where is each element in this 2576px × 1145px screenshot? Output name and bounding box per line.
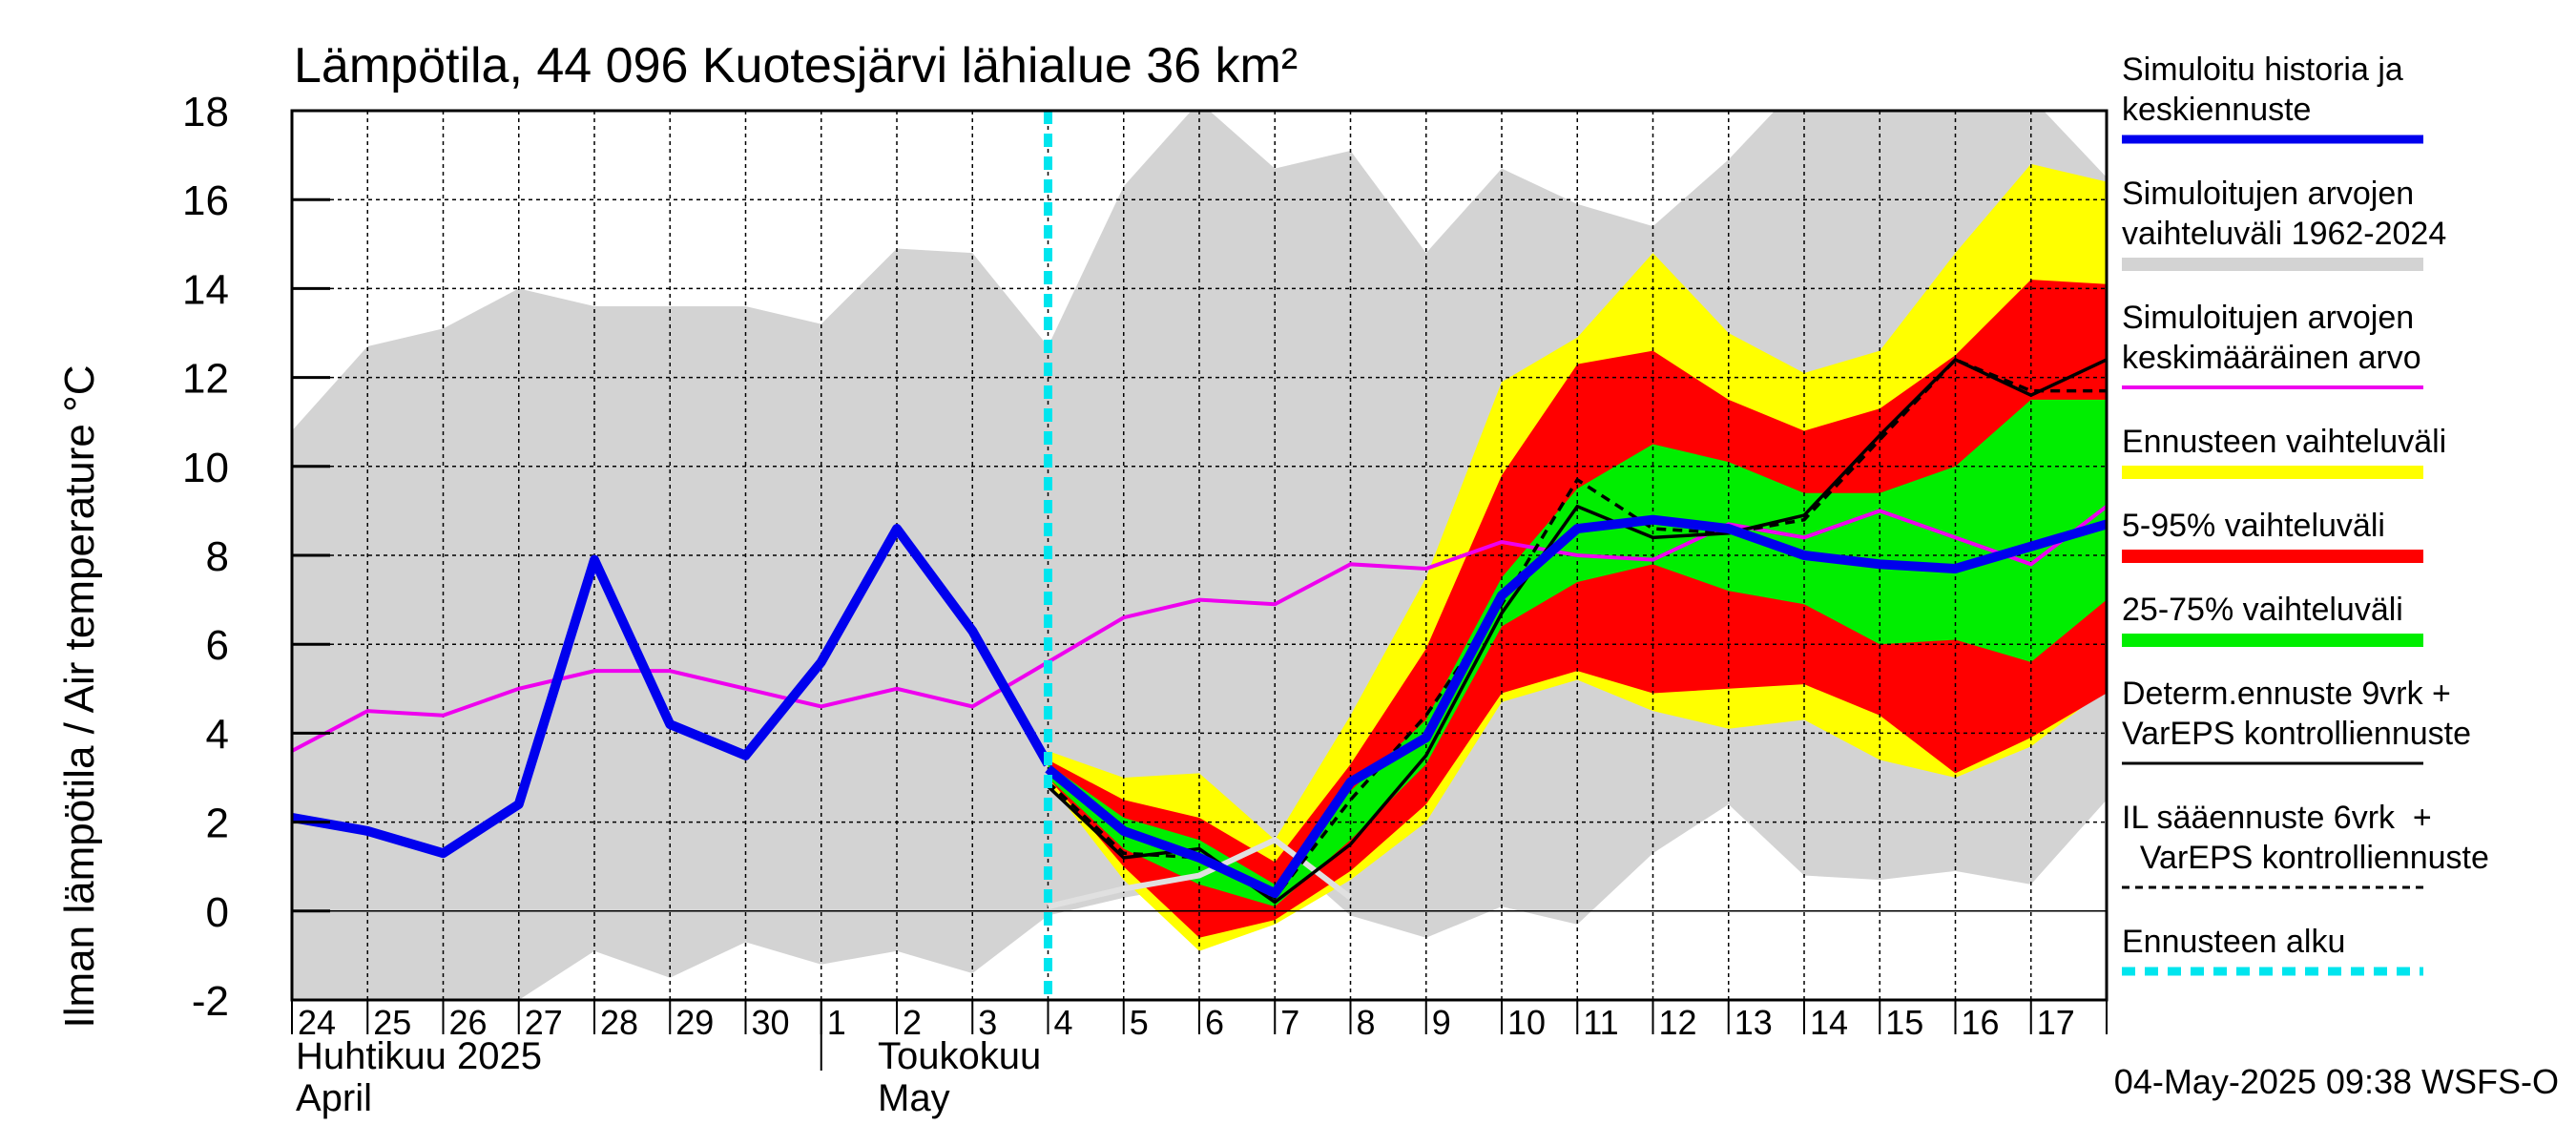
y-tick-label: 12 [182,356,229,403]
y-axis-label: Ilman lämpötila / Air temperature °C [56,365,103,1029]
y-tick-label: 0 [206,889,229,936]
x-tick-label: 8 [1357,1003,1376,1042]
legend-label: keskimääräinen arvo [2122,340,2421,376]
x-tick-label: 12 [1659,1003,1697,1042]
x-tick-label: 24 [298,1003,336,1042]
history-line [292,524,1052,859]
x-tick-label: 29 [675,1003,714,1042]
x-tick-label: 4 [1054,1003,1073,1042]
legend-label: Ennusteen vaihteluväli [2122,424,2446,460]
x-tick-label: 2 [903,1003,922,1042]
legend-label: IL sääennuste 6vrk + [2122,800,2432,836]
legend-swatch [2122,258,2423,271]
y-tick-label: 8 [206,533,229,580]
month-label-fi: Toukokuu [878,1035,1041,1077]
x-tick-label: 6 [1205,1003,1224,1042]
x-tick-label: 5 [1130,1003,1149,1042]
x-tick-label: 27 [525,1003,563,1042]
x-tick-label: 9 [1432,1003,1451,1042]
x-tick-label: 30 [752,1003,790,1042]
legend-label: Simuloitujen arvojen [2122,176,2414,212]
legend-label: VarEPS kontrolliennuste [2122,840,2489,876]
y-tick-label: -2 [192,978,229,1025]
legend: Simuloitu historia ja keskiennuste Simuloi… [2122,52,2489,976]
y-tick-label: 10 [182,445,229,491]
x-tick-label: 28 [600,1003,638,1042]
legend-label: Simuloitu historia ja [2122,52,2403,88]
plot-content [292,111,2107,1000]
legend-label: 5-95% vaihteluväli [2122,508,2385,544]
legend-label: 25-75% vaihteluväli [2122,592,2403,628]
x-tick-label: 14 [1810,1003,1848,1042]
legend-label: Simuloitujen arvojen [2122,300,2414,336]
y-tick-label: 6 [206,622,229,669]
p25-75-band [1048,399,2107,907]
y-tick-label: 18 [182,89,229,135]
x-tick-label: 10 [1507,1003,1546,1042]
month-label-en: May [878,1077,950,1119]
y-tick-label: 16 [182,177,229,224]
x-tick-label: 7 [1280,1003,1299,1042]
median-forecast-line [1045,514,2107,899]
x-tick-label: 1 [827,1003,846,1042]
y-tick-label: 2 [206,801,229,847]
x-tick-label: 25 [373,1003,411,1042]
legend-label: keskiennuste [2122,92,2311,128]
x-tick-label: 16 [1962,1003,2000,1042]
x-tick-label: 26 [449,1003,488,1042]
legend-swatch [2122,466,2423,479]
legend-swatch [2122,634,2423,647]
x-tick-label: 15 [1885,1003,1923,1042]
month-label-fi: Huhtikuu 2025 [296,1035,542,1077]
x-tick-label: 11 [1583,1003,1618,1042]
y-tick-label: 14 [182,266,229,313]
legend-label: Ennusteen alku [2122,924,2345,960]
mean-line [292,505,2107,753]
legend-swatch [2122,550,2423,563]
x-tick-label: 13 [1735,1003,1773,1042]
legend-label: Determ.ennuste 9vrk + [2122,676,2451,712]
x-tick-label: 17 [2037,1003,2075,1042]
legend-label: vaihteluväli 1962-2024 [2122,216,2446,252]
timestamp: 04-May-2025 09:38 WSFS-O [2114,1062,2559,1101]
x-tick-label: 3 [978,1003,997,1042]
legend-label: VarEPS kontrolliennuste [2122,716,2471,752]
y-tick-label: 4 [206,711,229,758]
month-label-en: April [296,1077,372,1119]
chart-title: Lämpötila, 44 096 Kuotesjärvi lähialue 3… [294,38,1298,94]
